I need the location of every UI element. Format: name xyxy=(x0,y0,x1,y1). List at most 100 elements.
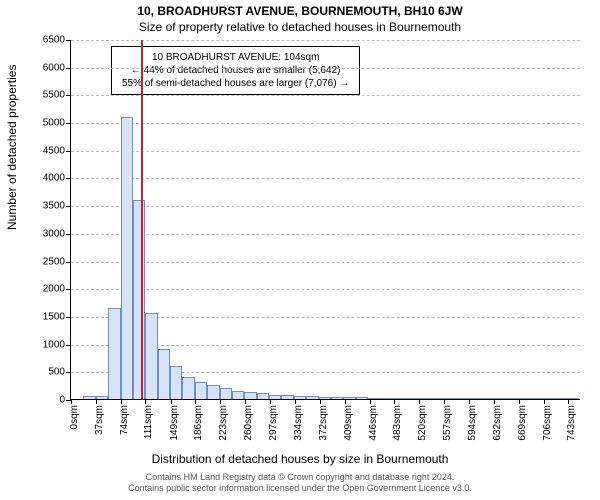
xtick-label: 260sqm xyxy=(243,405,254,441)
xtick-mark xyxy=(295,399,296,404)
y-axis-label: Number of detached properties xyxy=(5,210,19,230)
histogram-bar xyxy=(133,200,145,399)
xtick-label: 632sqm xyxy=(492,405,503,441)
histogram-bar xyxy=(182,377,194,399)
gridline xyxy=(71,95,580,96)
histogram-bar xyxy=(244,392,256,399)
histogram-bar xyxy=(145,313,157,399)
histogram-bar xyxy=(405,398,417,399)
xtick-mark xyxy=(544,399,545,404)
ytick-label: 4000 xyxy=(43,173,71,184)
xtick-mark xyxy=(320,399,321,404)
gridline xyxy=(71,151,580,152)
ytick-label: 6000 xyxy=(43,62,71,73)
ytick-label: 1000 xyxy=(43,339,71,350)
xtick-label: 372sqm xyxy=(318,405,329,441)
ytick-label: 2500 xyxy=(43,256,71,267)
gridline xyxy=(71,234,580,235)
xtick-mark xyxy=(345,399,346,404)
annotation-box: 10 BROADHURST AVENUE: 104sqm ← 44% of de… xyxy=(111,46,360,95)
footer-line1: Contains HM Land Registry data © Crown c… xyxy=(0,472,600,483)
footer-line2: Contains public sector information licen… xyxy=(0,483,600,494)
histogram-bar xyxy=(220,388,232,399)
histogram-bar xyxy=(83,396,95,399)
histogram-bar xyxy=(121,117,133,399)
xtick-mark xyxy=(444,399,445,404)
gridline xyxy=(71,123,580,124)
gridline xyxy=(71,262,580,263)
xtick-label: 149sqm xyxy=(169,405,180,441)
plot-area: 10 BROADHURST AVENUE: 104sqm ← 44% of de… xyxy=(70,40,580,400)
xtick-label: 446sqm xyxy=(368,405,379,441)
xtick-mark xyxy=(394,399,395,404)
xtick-mark xyxy=(419,399,420,404)
histogram-bar xyxy=(356,397,368,399)
xtick-mark xyxy=(171,399,172,404)
histogram-bar xyxy=(281,395,293,399)
xtick-label: 334sqm xyxy=(293,405,304,441)
xtick-label: 669sqm xyxy=(517,405,528,441)
histogram-bar xyxy=(294,396,306,399)
xtick-mark xyxy=(519,399,520,404)
xtick-label: 0sqm xyxy=(69,405,80,429)
xtick-mark xyxy=(145,399,146,404)
gridline xyxy=(71,68,580,69)
histogram-bar xyxy=(306,396,318,399)
xtick-mark xyxy=(469,399,470,404)
histogram-bar xyxy=(207,385,219,399)
ytick-label: 1500 xyxy=(43,311,71,322)
gridline xyxy=(71,289,580,290)
gridline xyxy=(71,206,580,207)
xtick-label: 297sqm xyxy=(268,405,279,441)
gridline xyxy=(71,40,580,41)
property-size-chart: 10, BROADHURST AVENUE, BOURNEMOUTH, BH10… xyxy=(0,0,600,500)
chart-subtitle: Size of property relative to detached ho… xyxy=(0,18,600,34)
ytick-label: 4500 xyxy=(43,145,71,156)
ytick-label: 3000 xyxy=(43,228,71,239)
xtick-label: 594sqm xyxy=(467,405,478,441)
xtick-mark xyxy=(195,399,196,404)
chart-title: 10, BROADHURST AVENUE, BOURNEMOUTH, BH10… xyxy=(0,0,600,18)
ytick-label: 6500 xyxy=(43,35,71,46)
histogram-bar xyxy=(480,398,492,399)
ytick-label: 5000 xyxy=(43,118,71,129)
xtick-mark xyxy=(568,399,569,404)
histogram-bar xyxy=(257,393,269,399)
ytick-label: 5500 xyxy=(43,90,71,101)
histogram-bar xyxy=(195,382,207,399)
xtick-mark xyxy=(370,399,371,404)
xtick-label: 483sqm xyxy=(392,405,403,441)
annotation-line3: 55% of semi-detached houses are larger (… xyxy=(122,77,349,90)
histogram-bar xyxy=(96,396,108,399)
xtick-label: 706sqm xyxy=(542,405,553,441)
footer: Contains HM Land Registry data © Crown c… xyxy=(0,472,600,494)
histogram-bar xyxy=(232,391,244,399)
annotation-line1: 10 BROADHURST AVENUE: 104sqm xyxy=(122,51,349,64)
xtick-label: 223sqm xyxy=(218,405,229,441)
histogram-bar xyxy=(529,398,541,399)
xtick-label: 37sqm xyxy=(94,405,105,435)
xtick-mark xyxy=(245,399,246,404)
histogram-bar xyxy=(108,308,120,399)
histogram-bar xyxy=(381,398,393,399)
xtick-label: 111sqm xyxy=(143,405,154,439)
histogram-bar xyxy=(504,398,516,399)
xtick-label: 520sqm xyxy=(417,405,428,441)
histogram-bar xyxy=(269,395,281,399)
xtick-mark xyxy=(71,399,72,404)
xtick-mark xyxy=(121,399,122,404)
xtick-mark xyxy=(96,399,97,404)
histogram-bar xyxy=(430,398,442,399)
gridline xyxy=(71,178,580,179)
ytick-label: 500 xyxy=(48,367,71,378)
xtick-mark xyxy=(494,399,495,404)
histogram-bar xyxy=(331,397,343,399)
xtick-mark xyxy=(220,399,221,404)
histogram-bar xyxy=(554,398,566,399)
histogram-bar xyxy=(455,398,467,399)
ytick-label: 3500 xyxy=(43,201,71,212)
ytick-label: 2000 xyxy=(43,284,71,295)
xtick-mark xyxy=(270,399,271,404)
annotation-line2: ← 44% of detached houses are smaller (5,… xyxy=(122,64,349,77)
histogram-bar xyxy=(170,366,182,399)
